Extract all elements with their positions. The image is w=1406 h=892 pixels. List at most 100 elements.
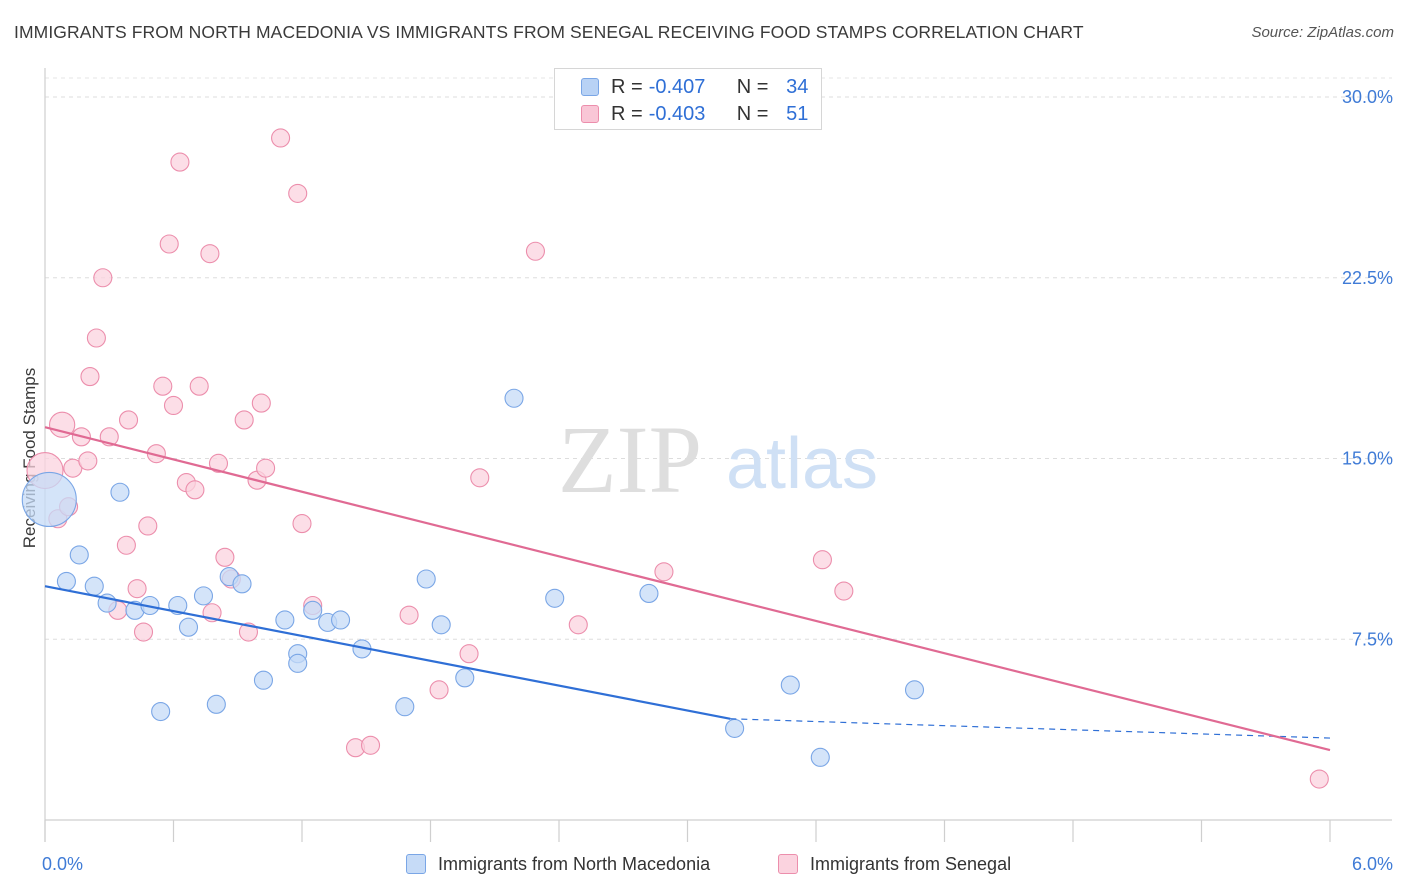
legend-row-senegal: R = -0.403 N = 51 xyxy=(581,101,808,127)
data-point xyxy=(153,376,173,396)
y-tick-label: 15.0% xyxy=(1342,449,1393,469)
legend-label-north-macedonia: Immigrants from North Macedonia xyxy=(438,853,711,874)
data-point xyxy=(399,605,419,625)
data-point xyxy=(780,675,800,695)
y-tick-label: 30.0% xyxy=(1342,87,1393,107)
data-point xyxy=(568,615,588,635)
watermark-zip: ZIP xyxy=(558,406,702,513)
chart-source: Source: ZipAtlas.com xyxy=(1251,24,1394,41)
correlation-legend: R = -0.407 N = 34 R = -0.403 N = 51 xyxy=(554,68,822,130)
data-point xyxy=(303,600,323,620)
data-point xyxy=(256,458,276,478)
legend-n-value: 34 xyxy=(786,75,809,98)
data-point xyxy=(834,581,854,601)
data-point xyxy=(288,183,308,203)
data-point xyxy=(654,562,674,582)
legend-n-value: 51 xyxy=(786,102,809,125)
data-point xyxy=(810,747,830,767)
legend-n-key: N = xyxy=(736,75,769,98)
data-point xyxy=(271,128,291,148)
data-point xyxy=(253,670,274,690)
data-point xyxy=(84,576,104,596)
trend-lines xyxy=(44,426,1331,752)
data-point xyxy=(185,480,205,500)
data-point xyxy=(116,535,136,555)
data-point xyxy=(86,328,106,348)
data-point xyxy=(189,376,209,396)
data-point xyxy=(545,588,565,608)
legend-r-key: R = xyxy=(611,102,643,125)
trend-line-extension xyxy=(730,718,1331,739)
data-point xyxy=(56,571,76,591)
data-point xyxy=(80,367,100,387)
grid-lines xyxy=(45,77,1392,640)
data-point xyxy=(127,579,147,599)
x-tick-label: 6.0% xyxy=(1352,854,1393,874)
data-point xyxy=(416,569,436,589)
legend-item-senegal[interactable]: Immigrants from Senegal xyxy=(778,852,1011,876)
data-point xyxy=(639,583,659,604)
data-point xyxy=(215,547,235,567)
data-point xyxy=(275,610,295,630)
data-point xyxy=(133,622,154,642)
data-point xyxy=(21,471,77,528)
data-point xyxy=(455,668,475,688)
data-point xyxy=(360,735,381,755)
x-tick-label: 0.0% xyxy=(42,854,83,874)
data-point xyxy=(459,644,479,664)
data-point xyxy=(288,653,308,673)
legend-r-key: R = xyxy=(611,75,643,98)
data-point xyxy=(163,395,184,416)
tick-labels: 7.5% 15.0% 22.5% 30.0% 0.0% 6.0% xyxy=(42,87,1393,874)
data-point xyxy=(48,411,76,438)
watermark: ZIP atlas xyxy=(558,406,878,513)
data-point xyxy=(292,514,312,534)
legend-r-value: -0.407 xyxy=(648,75,706,98)
legend-swatch-senegal xyxy=(581,105,599,123)
data-point xyxy=(330,610,351,630)
data-point xyxy=(159,234,179,254)
trend-line xyxy=(44,585,731,720)
data-point xyxy=(812,550,832,570)
legend-r-value: -0.403 xyxy=(648,102,706,125)
data-point xyxy=(525,241,545,261)
data-point xyxy=(206,694,226,714)
data-point xyxy=(138,516,158,536)
data-point xyxy=(429,680,449,700)
data-point xyxy=(251,393,271,413)
legend-n-key: N = xyxy=(736,102,769,125)
trend-line xyxy=(44,426,1331,752)
data-point xyxy=(178,617,199,637)
data-point xyxy=(151,701,171,722)
data-point xyxy=(78,451,98,471)
chart-title: IMMIGRANTS FROM NORTH MACEDONIA VS IMMIG… xyxy=(14,22,1084,42)
watermark-atlas: atlas xyxy=(726,424,878,504)
data-point xyxy=(725,718,745,738)
data-point xyxy=(504,388,524,408)
data-point xyxy=(1309,769,1329,789)
data-point xyxy=(93,268,113,288)
legend-swatch-north-macedonia xyxy=(406,854,426,874)
data-point xyxy=(208,453,229,473)
data-point xyxy=(904,680,925,700)
data-point xyxy=(395,697,415,717)
data-point xyxy=(470,468,490,488)
y-tick-label: 7.5% xyxy=(1352,629,1393,649)
data-point xyxy=(193,586,214,606)
legend-swatch-north-macedonia xyxy=(581,78,599,96)
data-point xyxy=(232,574,252,594)
y-tick-label: 22.5% xyxy=(1342,268,1393,288)
data-point xyxy=(200,244,220,264)
axes xyxy=(44,68,1392,842)
legend-item-north-macedonia[interactable]: Immigrants from North Macedonia xyxy=(406,852,710,876)
data-point xyxy=(118,410,139,430)
legend-row-north-macedonia: R = -0.407 N = 34 xyxy=(581,74,808,100)
legend-label-senegal: Immigrants from Senegal xyxy=(810,853,1012,874)
data-point xyxy=(110,482,130,502)
data-point xyxy=(431,615,451,635)
data-point xyxy=(170,152,190,172)
data-points xyxy=(21,128,1329,789)
data-point xyxy=(234,410,254,430)
legend-swatch-senegal xyxy=(778,854,798,874)
